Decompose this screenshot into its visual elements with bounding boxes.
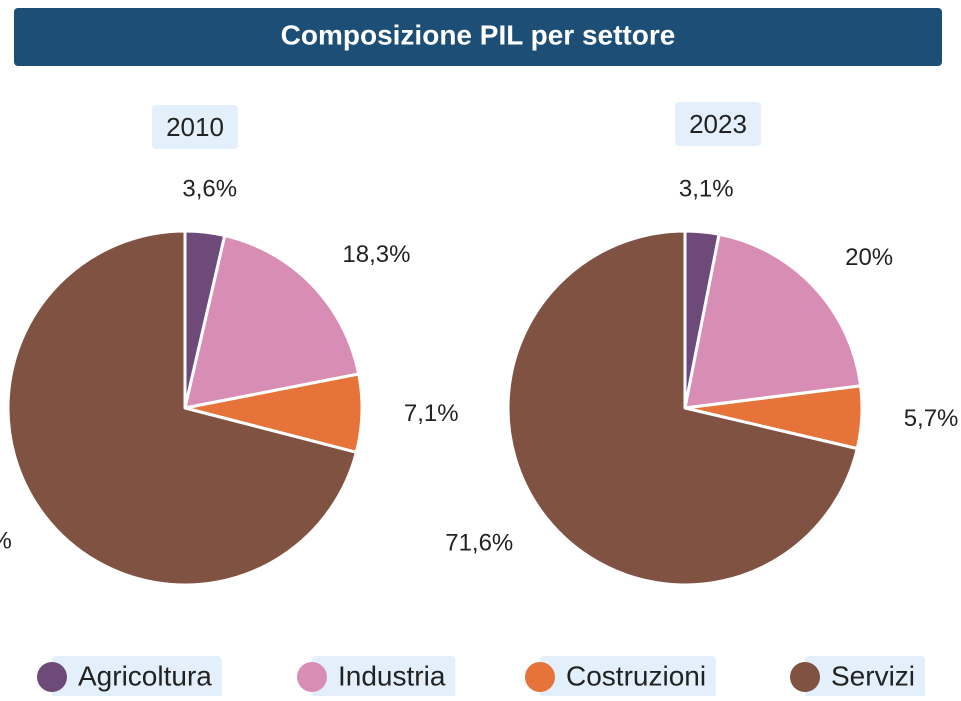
legend-box — [52, 656, 222, 698]
data-label: 70,9% — [0, 527, 12, 554]
legend-box — [805, 656, 926, 698]
legend-swatch — [37, 662, 67, 692]
legend-swatch — [297, 662, 327, 692]
chart-title: 2010 — [166, 112, 224, 142]
legend-label: Industria — [338, 660, 446, 691]
data-label: 5,7% — [904, 405, 959, 432]
header-bar — [14, 8, 942, 66]
legend-swatch — [790, 662, 820, 692]
data-label: 71,6% — [445, 529, 513, 556]
data-label: 3,1% — [679, 175, 734, 202]
data-label: 20% — [845, 244, 893, 271]
pie-slice — [683, 232, 863, 410]
page-title: Composizione PIL per settore — [281, 19, 676, 50]
pie-slice — [6, 229, 358, 587]
legend-label: Costruzioni — [566, 660, 706, 691]
chart-title-box — [675, 102, 761, 146]
legend-label: Servizi — [831, 660, 915, 691]
chart-title-box — [152, 105, 238, 149]
pie-slice — [506, 229, 859, 587]
data-label: 18,3% — [342, 241, 410, 268]
legend-box — [540, 656, 717, 698]
legend-label: Agricoltura — [78, 660, 212, 691]
legend-box — [312, 656, 456, 698]
pie-slice — [183, 234, 361, 410]
data-label: 7,1% — [404, 400, 459, 427]
data-label: 3,6% — [182, 176, 237, 203]
legend-swatch — [525, 662, 555, 692]
chart-title: 2023 — [689, 109, 747, 139]
